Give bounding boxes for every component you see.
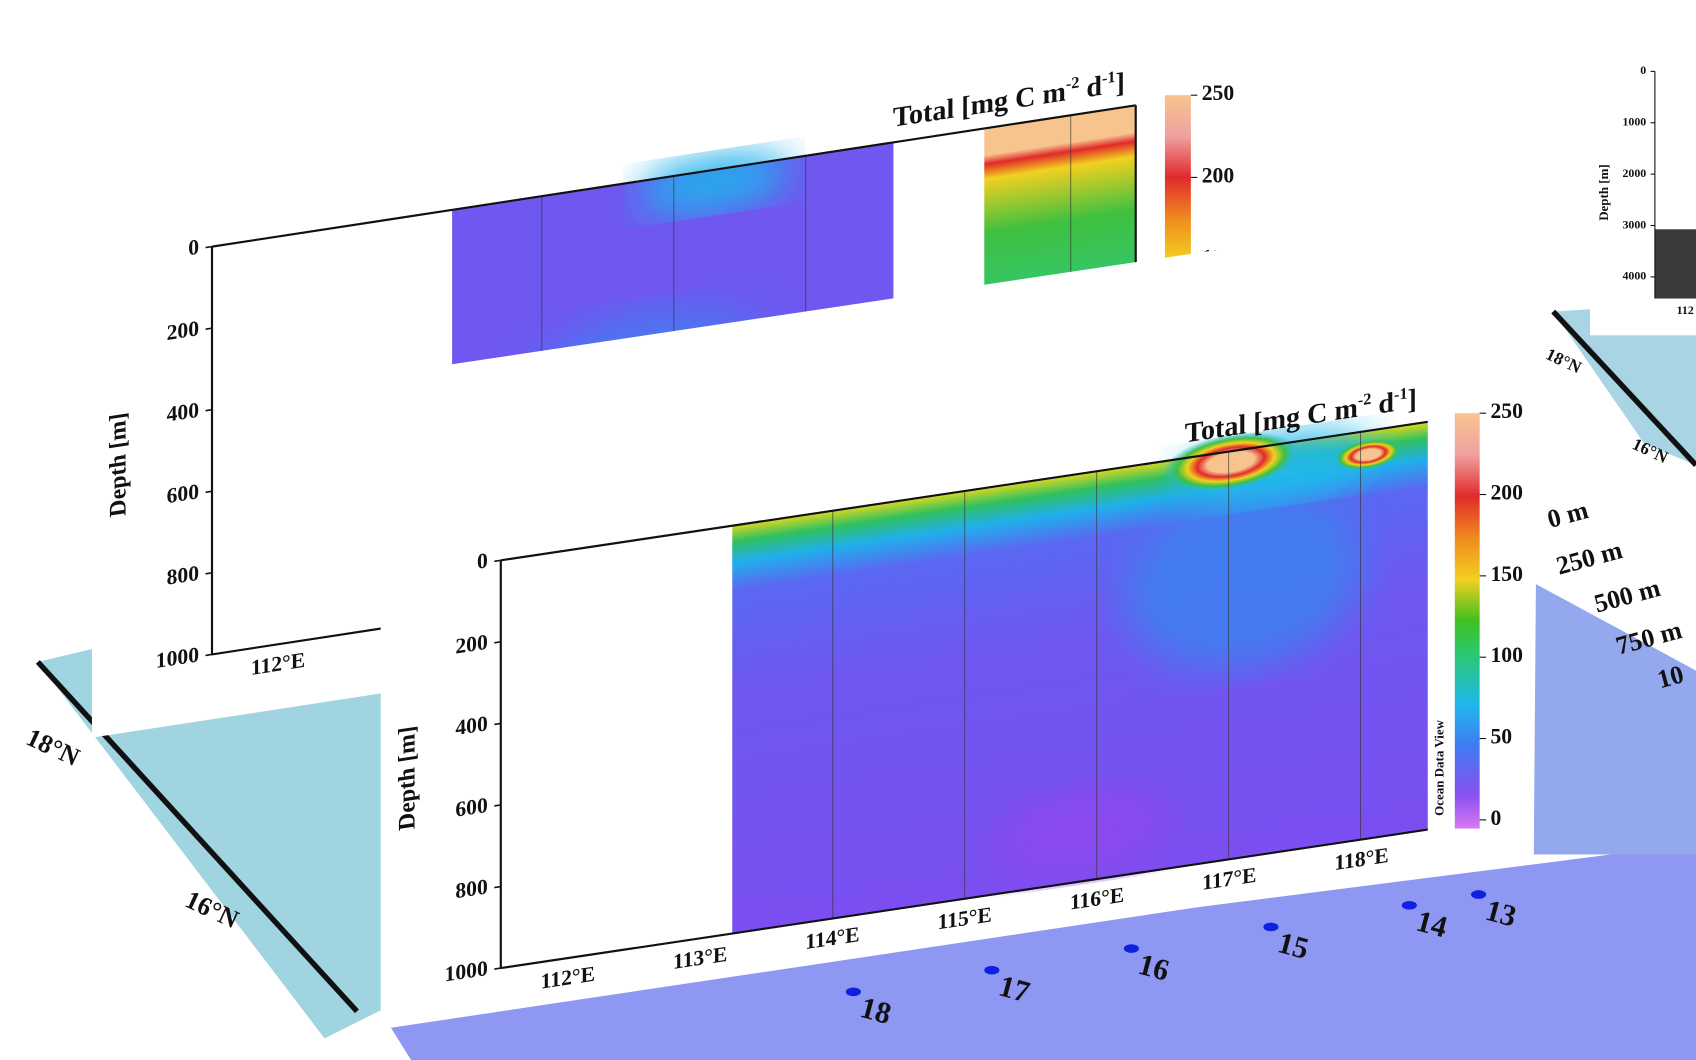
y-tick-label: 400 bbox=[167, 398, 200, 427]
station-dot bbox=[1471, 890, 1487, 899]
colorbar-label: 250 bbox=[1490, 399, 1522, 423]
station-dot bbox=[845, 987, 861, 997]
y-axis-label: Depth [m] bbox=[106, 411, 132, 519]
title-part: d bbox=[1079, 71, 1102, 105]
title-part: ] bbox=[1408, 384, 1417, 416]
depth-legend-label: 500 m bbox=[1591, 573, 1664, 618]
title-superscript: -2 bbox=[1066, 72, 1079, 93]
colorbar-label: 250 bbox=[1202, 81, 1234, 105]
colorbar bbox=[1454, 413, 1480, 829]
y-tick-label: 600 bbox=[167, 479, 200, 508]
inset-tick-label: 4000 bbox=[1622, 269, 1646, 283]
inset-y-label: Depth [m] bbox=[1596, 164, 1611, 221]
y-tick bbox=[494, 967, 501, 970]
y-tick bbox=[494, 804, 501, 807]
station-dot bbox=[984, 965, 1000, 975]
y-axis-label: Depth [m] bbox=[394, 724, 420, 832]
y-tick bbox=[205, 327, 213, 330]
y-tick bbox=[205, 408, 213, 412]
field-blob bbox=[638, 153, 790, 213]
colorbar-label: 0 bbox=[1490, 806, 1501, 830]
y-tick-label: 0 bbox=[188, 235, 199, 261]
watermark: Ocean Data View bbox=[1432, 719, 1447, 815]
y-tick-label: 800 bbox=[455, 875, 488, 904]
y-tick bbox=[205, 490, 213, 494]
latitude-label: 18°N bbox=[22, 722, 84, 772]
y-tick bbox=[205, 653, 213, 657]
title-superscript: -2 bbox=[1358, 389, 1372, 410]
y-tick bbox=[205, 572, 213, 575]
depth-legend-label: 250 m bbox=[1553, 535, 1626, 580]
axis bbox=[500, 420, 1428, 562]
y-tick bbox=[494, 885, 501, 889]
title-part: ] bbox=[1116, 68, 1125, 100]
y-tick-label: 400 bbox=[455, 711, 488, 740]
colorbar-label: 100 bbox=[1490, 643, 1522, 667]
inset-x-label: 112 bbox=[1677, 303, 1694, 317]
colorbar-label: 150 bbox=[1490, 562, 1522, 586]
y-tick bbox=[494, 722, 501, 726]
colorbar-label: 200 bbox=[1490, 480, 1522, 504]
y-tick bbox=[205, 245, 213, 249]
map-edge bbox=[35, 660, 359, 1014]
title-superscript: -1 bbox=[1394, 383, 1408, 404]
y-tick bbox=[494, 641, 501, 644]
inset-tick-label: 2000 bbox=[1622, 166, 1646, 180]
station-dot bbox=[1263, 922, 1279, 932]
y-tick-label: 0 bbox=[477, 548, 488, 574]
map-right bbox=[1533, 584, 1696, 855]
depth-legend-label: 0 m bbox=[1544, 495, 1592, 534]
field-hot bbox=[1333, 438, 1403, 471]
inset-seafloor bbox=[1654, 229, 1696, 299]
y-tick-label: 200 bbox=[455, 630, 488, 659]
title-superscript: -1 bbox=[1102, 67, 1115, 88]
latitude-label: 18°N bbox=[1543, 345, 1585, 378]
field-blob bbox=[995, 787, 1169, 878]
title-part: d bbox=[1371, 388, 1394, 422]
map-edge bbox=[1551, 309, 1696, 467]
inset-tick-label: 3000 bbox=[1622, 217, 1646, 231]
y-tick-label: 800 bbox=[167, 561, 200, 590]
colorbar-label: 200 bbox=[1202, 163, 1234, 187]
colorbar-label: 50 bbox=[1490, 725, 1512, 749]
field-blob bbox=[1124, 492, 1363, 670]
station-dot bbox=[1401, 901, 1417, 910]
map-bottom bbox=[380, 843, 1696, 1060]
y-tick bbox=[494, 559, 501, 563]
inset-tick-label: 0 bbox=[1640, 63, 1646, 77]
y-tick-label: 200 bbox=[167, 316, 200, 345]
station-dot bbox=[1123, 944, 1139, 953]
map-left bbox=[37, 648, 390, 1039]
inset-tick-label: 1000 bbox=[1622, 114, 1646, 128]
axis bbox=[212, 104, 1136, 248]
y-tick-label: 600 bbox=[455, 793, 488, 822]
axis bbox=[500, 828, 1428, 970]
